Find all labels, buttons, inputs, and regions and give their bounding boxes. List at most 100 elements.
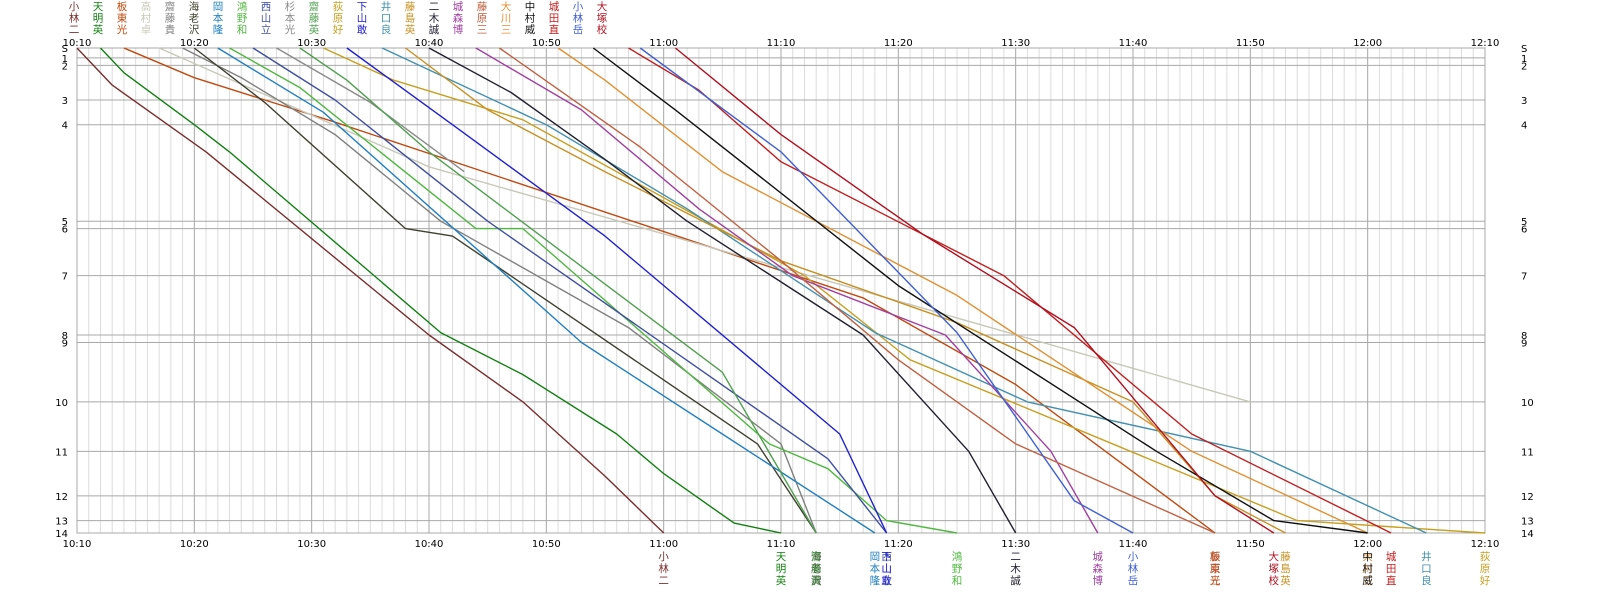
y-tick-label-right: 12 xyxy=(1521,492,1534,503)
y-tick-label-left: 5 xyxy=(62,217,68,228)
y-tick-label-left: 9 xyxy=(62,338,68,349)
runner-name-bottom: 中村威 xyxy=(1362,550,1373,587)
runner-name-top: 二木誠 xyxy=(429,1,440,36)
runner-name-bottom: 二木誠 xyxy=(1010,551,1021,587)
y-tick-label-right: 5 xyxy=(1521,217,1527,228)
x-tick-label-top: 11:30 xyxy=(1001,38,1030,49)
y-tick-label-right: 13 xyxy=(1521,517,1534,528)
runner-name-bottom: 岡本隆 xyxy=(870,551,881,587)
runner-name-bottom: 城森博 xyxy=(1093,551,1104,587)
y-tick-label-right: 2 xyxy=(1521,61,1527,72)
runner-name-bottom: 藤原三 xyxy=(1210,551,1221,587)
series-line xyxy=(217,47,876,534)
x-tick-label-bottom: 10:10 xyxy=(63,539,92,550)
x-tick-label-top: 11:10 xyxy=(767,38,796,49)
series-line xyxy=(276,47,465,173)
y-tick-label-right: 10 xyxy=(1521,398,1534,409)
series-line xyxy=(182,47,817,534)
series-line xyxy=(639,47,1134,534)
y-tick-label-right: 6 xyxy=(1521,225,1527,236)
y-tick-label-right: 7 xyxy=(1521,272,1527,283)
runner-name-top: 大塚校 xyxy=(597,0,608,36)
x-tick-label-top: 11:50 xyxy=(1236,38,1265,49)
runner-name-bottom: 荻原好 xyxy=(1480,551,1491,587)
runner-name-bottom: 齋藤英 xyxy=(811,550,822,587)
x-tick-label-top: 12:10 xyxy=(1471,38,1500,49)
runner-name-bottom: 鴻野和 xyxy=(952,550,963,587)
x-tick-label-bottom: 11:30 xyxy=(1001,539,1030,550)
series-line xyxy=(323,47,1486,534)
y-tick-label-left: 6 xyxy=(62,225,68,236)
x-tick-label-bottom: 12:00 xyxy=(1353,539,1382,550)
x-tick-label-top: 11:40 xyxy=(1119,38,1148,49)
runner-name-bottom: 板東光 xyxy=(1210,550,1221,587)
runner-name-bottom: 海老沢 xyxy=(811,550,822,587)
x-axis-bottom-labels: 10:10 10:20 10:30 10:40 10:50 11:00 11:10 11:20… xyxy=(63,539,1500,550)
series-line xyxy=(252,47,888,534)
runner-name-top: 齋藤英 xyxy=(309,0,320,36)
x-tick-label-bottom: 11:10 xyxy=(767,539,796,550)
series-line xyxy=(674,47,1275,534)
x-tick-label-top: 10:10 xyxy=(63,38,92,49)
runner-name-top: 西山立 xyxy=(261,1,272,36)
y-tick-label-left: 2 xyxy=(62,61,68,72)
series-line xyxy=(193,47,817,534)
series-line xyxy=(346,47,888,534)
x-tick-label-top: 10:20 xyxy=(180,38,209,49)
runner-name-bottom: 城田直 xyxy=(1386,551,1397,587)
runner-name-bottom: 天明英 xyxy=(776,551,787,587)
runner-name-top: 城森博 xyxy=(453,1,464,36)
series-line xyxy=(475,47,1099,534)
x-tick-label-bottom: 10:20 xyxy=(180,539,209,550)
x-tick-label-bottom: 10:40 xyxy=(415,539,444,550)
series-line xyxy=(123,47,1216,534)
x-tick-label-bottom: 11:50 xyxy=(1236,539,1265,550)
y-tick-label-left: S xyxy=(62,44,68,55)
runner-name-bottom: 下山敢 xyxy=(881,551,892,587)
x-tick-label-bottom: 11:20 xyxy=(884,539,913,550)
y-tick-label-right: 8 xyxy=(1521,331,1527,342)
runner-name-top: 井口良 xyxy=(381,0,392,36)
runner-name-top: 海老沢 xyxy=(189,0,200,36)
grid-minor xyxy=(88,48,1474,533)
y-tick-label-right: 14 xyxy=(1521,529,1534,540)
x-tick-label-bottom: 10:50 xyxy=(532,539,561,550)
x-tick-label-bottom: 10:30 xyxy=(297,539,326,550)
x-tick-label-bottom: 11:00 xyxy=(649,539,678,550)
y-tick-label-left: 13 xyxy=(55,517,68,528)
y-tick-label-left: 3 xyxy=(62,96,68,107)
runner-names-top: 小林二 天明英 板東光 高村卓 齋藤貴 海老沢 岡本隆 鴻野和 西山立 杉本光 齋藤英 荻原好 下山敢 井… xyxy=(69,0,608,36)
runner-name-top: 高村卓 xyxy=(141,0,152,36)
x-tick-label-bottom: 11:40 xyxy=(1119,539,1148,550)
series-line xyxy=(498,47,1216,534)
runner-name-bottom: 大川三 xyxy=(1362,550,1373,587)
runner-name-bottom: 井口良 xyxy=(1421,550,1432,587)
y-tick-label-right: 3 xyxy=(1521,96,1527,107)
runner-name-bottom: 齋藤貴 xyxy=(811,550,822,587)
runner-name-top: 下山敢 xyxy=(357,1,368,36)
x-tick-label-top: 12:00 xyxy=(1353,38,1382,49)
x-tick-label-bottom: 12:10 xyxy=(1471,539,1500,550)
runner-name-top: 鴻野和 xyxy=(237,0,248,36)
runner-name-top: 岡本隆 xyxy=(213,1,224,36)
series-line xyxy=(99,47,782,534)
runner-name-top: 城田直 xyxy=(549,1,560,36)
y-tick-label-left: 8 xyxy=(62,331,68,342)
series-line xyxy=(158,47,1251,403)
y-tick-label-left: 7 xyxy=(62,272,68,283)
runner-name-bottom: 小林岳 xyxy=(1128,551,1139,587)
runner-name-top: 杉本光 xyxy=(285,0,296,36)
runner-name-top: 天明英 xyxy=(93,1,104,36)
series-line xyxy=(592,47,1368,534)
y-tick-label-right: 1 xyxy=(1521,54,1527,65)
series-line xyxy=(557,47,1368,534)
x-tick-label-top: 11:20 xyxy=(884,38,913,49)
x-axis-top-labels: 10:10 10:20 10:30 10:40 10:50 11:00 11:10 11:20… xyxy=(63,38,1500,49)
runner-name-bottom: 小林二 xyxy=(658,551,669,587)
runner-name-top: 齋藤貴 xyxy=(165,0,176,36)
y-tick-label-left: 1 xyxy=(62,54,68,65)
series-lines xyxy=(76,47,1486,534)
